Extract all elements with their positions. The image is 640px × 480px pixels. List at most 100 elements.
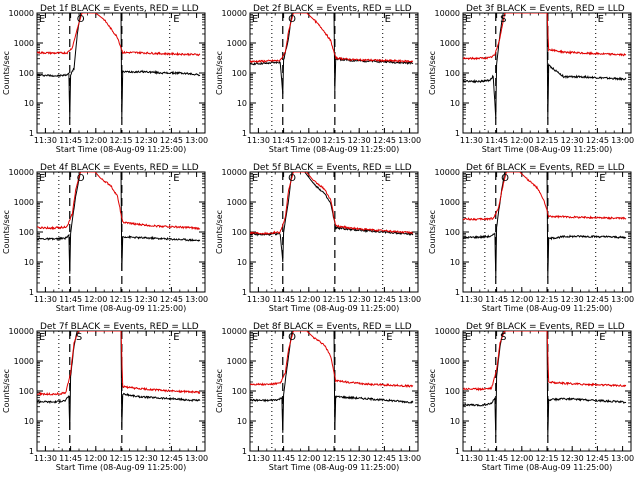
x-tick-label: 12:30: [135, 136, 158, 145]
y-tick-label: 10: [24, 99, 34, 108]
panel-title: Det 1f BLACK = Events, RED = LLD: [40, 4, 199, 14]
x-tick-label: 12:45: [586, 136, 609, 145]
events-series-line: [463, 172, 627, 278]
y-tick-label: 100: [445, 387, 460, 396]
x-tick-label: 12:15: [535, 295, 558, 304]
x-tick-label: 11:30: [460, 454, 483, 463]
flag-marker: E: [173, 14, 179, 25]
detector-panel: Det 9f BLACK = Events, RED = LLD 1 10 100 10…: [428, 322, 634, 472]
y-tick-label: 1000: [14, 357, 34, 366]
y-tick-label: 10: [450, 417, 460, 426]
y-tick-label: 1: [242, 447, 247, 456]
y-tick-label: 1: [29, 129, 34, 138]
events-series-line: [250, 331, 414, 433]
panel-title: Det 5f BLACK = Events, RED = LLD: [253, 163, 412, 173]
x-axis-label: Start Time (08-Aug-09 11:25:00): [482, 304, 613, 313]
x-tick-label: 11:30: [460, 295, 483, 304]
x-tick-label: 13:00: [185, 136, 208, 145]
y-tick-label: 10000: [9, 9, 34, 18]
x-tick-label: 13:00: [185, 295, 208, 304]
y-tick-label: 1: [29, 447, 34, 456]
panel-title: Det 7f BLACK = Events, RED = LLD: [40, 322, 199, 332]
y-tick-label: 100: [232, 69, 247, 78]
y-tick-label: 100: [19, 69, 34, 78]
x-tick-label: 13:00: [611, 136, 634, 145]
lld-series-line: [463, 172, 627, 221]
flag-marker: E: [39, 332, 45, 343]
x-tick-label: 12:15: [535, 454, 558, 463]
x-axis-label: Start Time (08-Aug-09 11:25:00): [269, 145, 400, 154]
flag-marker: S: [500, 332, 506, 343]
x-tick-label: 12:00: [84, 454, 107, 463]
x-tick-label: 11:45: [59, 295, 82, 304]
y-tick-label: 1: [29, 288, 34, 297]
x-axis-label: Start Time (08-Aug-09 11:25:00): [269, 463, 400, 472]
events-series-line: [37, 172, 201, 274]
y-tick-label: 10: [450, 99, 460, 108]
y-axis-label: Counts/sec: [2, 369, 11, 413]
x-tick-label: 12:30: [348, 454, 371, 463]
detector-panel: Det 2f BLACK = Events, RED = LLD 1 10 100 10…: [215, 4, 421, 154]
panel-title: Det 2f BLACK = Events, RED = LLD: [253, 4, 412, 14]
x-tick-label: 13:00: [185, 454, 208, 463]
y-tick-label: 100: [232, 387, 247, 396]
y-axis-label: Counts/sec: [215, 51, 224, 95]
events-series-line: [463, 13, 627, 119]
x-tick-label: 12:00: [297, 454, 320, 463]
flag-marker: E: [39, 14, 45, 25]
x-axis-label: Start Time (08-Aug-09 11:25:00): [56, 463, 187, 472]
y-tick-label: 10: [450, 258, 460, 267]
events-series-line: [250, 13, 414, 95]
x-tick-label: 12:45: [373, 454, 396, 463]
y-tick-label: 1: [242, 129, 247, 138]
lld-series-line: [250, 172, 414, 236]
detector-panel: Det 1f BLACK = Events, RED = LLD 1 10 100 10…: [2, 4, 208, 154]
x-tick-label: 11:45: [485, 454, 508, 463]
x-tick-label: 12:00: [510, 454, 533, 463]
x-tick-label: 12:15: [109, 295, 132, 304]
x-tick-label: 12:15: [535, 136, 558, 145]
x-tick-label: 11:45: [485, 136, 508, 145]
y-axis-label: Counts/sec: [215, 369, 224, 413]
y-tick-label: 10000: [435, 9, 460, 18]
x-tick-label: 12:15: [322, 454, 345, 463]
panel-title: Det 6f BLACK = Events, RED = LLD: [466, 163, 625, 173]
y-tick-label: 1000: [227, 198, 247, 207]
flag-marker: E: [465, 332, 471, 343]
y-tick-label: 10: [24, 417, 34, 426]
flag-marker: O: [288, 332, 296, 343]
x-tick-label: 12:30: [348, 295, 371, 304]
x-tick-label: 12:45: [160, 136, 183, 145]
x-tick-label: 11:30: [34, 295, 57, 304]
y-tick-label: 1000: [14, 198, 34, 207]
lld-series-line: [37, 331, 201, 397]
x-tick-label: 12:15: [109, 454, 132, 463]
panel-title: Det 4f BLACK = Events, RED = LLD: [40, 163, 199, 173]
flag-marker: E: [599, 332, 605, 343]
x-tick-label: 12:15: [109, 136, 132, 145]
panel-title: Det 8f BLACK = Events, RED = LLD: [253, 322, 412, 332]
flag-marker: O: [501, 173, 509, 184]
y-tick-label: 100: [445, 228, 460, 237]
y-tick-label: 1000: [14, 39, 34, 48]
x-tick-label: 12:00: [297, 136, 320, 145]
x-tick-label: 12:45: [160, 295, 183, 304]
x-tick-label: 11:45: [272, 136, 295, 145]
x-tick-label: 12:30: [561, 136, 584, 145]
x-tick-label: 11:30: [247, 454, 270, 463]
flag-marker: O: [77, 173, 85, 184]
x-tick-label: 12:30: [135, 454, 158, 463]
x-tick-label: 12:30: [561, 295, 584, 304]
x-tick-label: 11:45: [272, 454, 295, 463]
flag-marker: O: [288, 14, 296, 25]
x-tick-label: 11:30: [460, 136, 483, 145]
y-tick-label: 1000: [440, 39, 460, 48]
y-axis-label: Counts/sec: [428, 51, 437, 95]
detector-panel: Det 6f BLACK = Events, RED = LLD 1 10 100 10…: [428, 163, 634, 313]
y-axis-label: Counts/sec: [428, 210, 437, 254]
y-tick-label: 10: [237, 417, 247, 426]
x-tick-label: 12:00: [84, 295, 107, 304]
detector-panel: Det 8f BLACK = Events, RED = LLD 1 10 100 10…: [215, 322, 421, 472]
y-tick-label: 10: [237, 258, 247, 267]
x-tick-label: 12:45: [586, 454, 609, 463]
